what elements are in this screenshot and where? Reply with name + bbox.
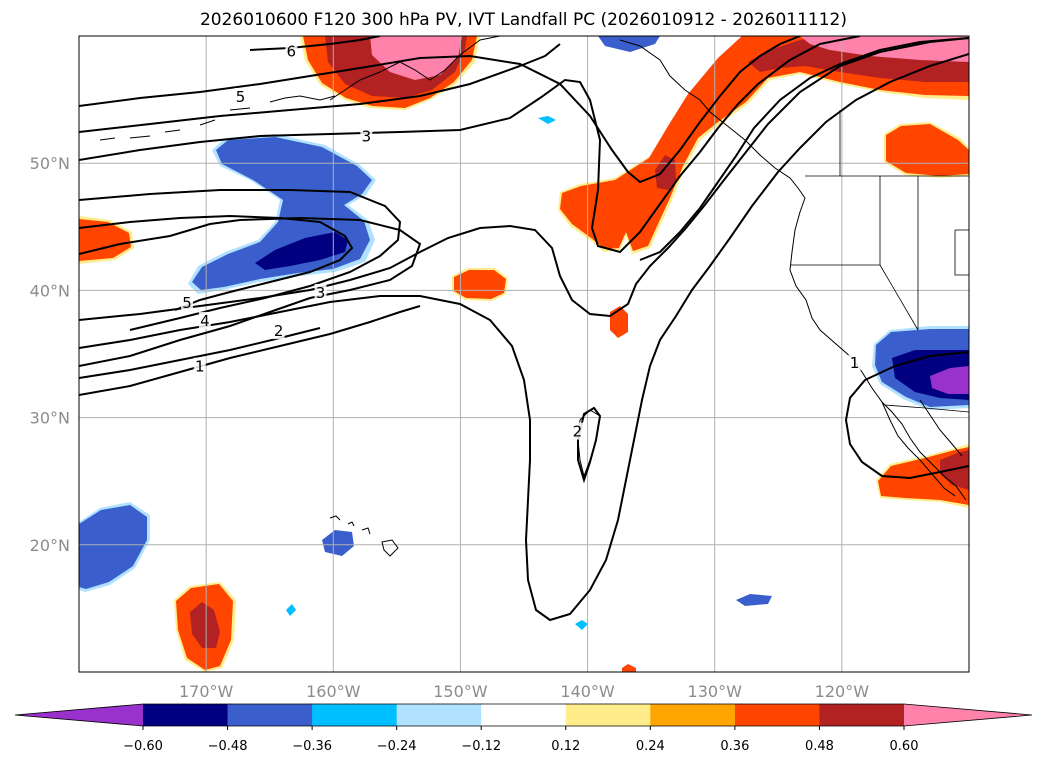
colorbar-segment-5	[565, 704, 651, 726]
coastline-baja	[881, 401, 956, 497]
pv-contour-2-south	[79, 53, 969, 622]
colorbar-segment-1	[227, 704, 313, 726]
pv-contour-2-island	[577, 406, 602, 484]
lon-label-2: 150°W	[433, 682, 488, 701]
contour-label-8: 2	[573, 423, 583, 441]
pc-shading	[79, 36, 969, 672]
pv-contour-1	[79, 305, 421, 396]
negative-anomaly-central-navy	[255, 232, 348, 270]
contour-label-1: 5	[236, 88, 246, 106]
border-state-lines	[790, 110, 969, 331]
colorbar-tick-labels: −0.60 −0.48 −0.36 −0.24 −0.12 0.12 0.24 0.36 0.4…	[123, 726, 918, 754]
positive-anomaly-band-red	[655, 155, 676, 190]
contour-label-bg-7	[193, 357, 206, 375]
colorbar-segment-6	[650, 704, 736, 726]
pv-contour-4	[79, 189, 402, 331]
colorbar-extend-low	[15, 704, 143, 726]
colorbar-level-6: 0.24	[636, 739, 665, 754]
pv-contour-2	[79, 37, 969, 321]
colorbar-level-4: −0.12	[461, 739, 501, 754]
pv-contour-5	[79, 214, 354, 311]
lat-label-1: 30°N	[30, 409, 70, 428]
contour-label-bg-9	[848, 353, 861, 371]
positive-anomaly-small-5	[622, 664, 636, 672]
latitude-tick-labels: 20°N 30°N 40°N 50°N	[30, 154, 70, 555]
contour-label-bg-1	[234, 88, 247, 106]
colorbar-level-0: −0.60	[123, 739, 163, 754]
negative-anomaly-small-1	[736, 594, 772, 606]
pv-contour-6	[249, 36, 381, 51]
contour-label-bg-3	[181, 294, 194, 312]
positive-anomaly-band-orange	[560, 36, 969, 251]
colorbar-segment-7	[734, 704, 820, 726]
coastline-aleutians	[99, 95, 336, 141]
contour-label-4: 4	[200, 312, 210, 330]
contour-label-bg-8	[571, 422, 584, 440]
negative-anomaly-top	[598, 36, 660, 52]
lon-label-5: 120°W	[815, 682, 870, 701]
colorbar-level-5: 0.12	[551, 739, 580, 754]
contour-label-bg-6	[272, 322, 285, 340]
coastline-bc	[619, 39, 806, 199]
lat-label-0: 20°N	[30, 536, 70, 555]
border-us-mexico	[884, 404, 969, 413]
figure-title: 2026010600 F120 300 hPa PV, IVT Landfall…	[199, 10, 847, 30]
lon-label-3: 140°W	[560, 682, 615, 701]
positive-anomaly-south-red	[190, 602, 220, 648]
lon-label-0: 170°W	[179, 682, 234, 701]
contour-label-6: 2	[274, 322, 284, 340]
colorbar-level-8: 0.48	[805, 739, 834, 754]
colorbar-level-9: 0.60	[890, 739, 919, 754]
colorbar-segment-4	[481, 704, 567, 726]
colorbar-level-1: −0.48	[208, 739, 248, 754]
contour-label-bg-4	[198, 311, 211, 329]
pv-contours	[79, 36, 969, 622]
contour-label-bg-0	[285, 42, 298, 60]
political-borders	[790, 110, 969, 413]
negative-anomaly-southwest-blue	[79, 505, 147, 589]
lat-label-3: 50°N	[30, 154, 70, 173]
negative-anomaly-small-3	[286, 604, 296, 616]
contour-label-2: 3	[362, 127, 372, 145]
colorbar-segment-0	[143, 704, 229, 726]
contour-label-5: 3	[316, 284, 326, 302]
colorbar-segment-3	[396, 704, 482, 726]
contour-label-9: 1	[850, 354, 860, 372]
negative-anomaly-small-4	[538, 116, 556, 124]
lon-label-4: 130°W	[688, 682, 743, 701]
pv-contour-4-north	[79, 43, 561, 133]
colorbar-segment-8	[819, 704, 905, 726]
contour-label-bg-2	[360, 127, 373, 145]
negative-anomaly-small-2	[575, 620, 588, 630]
colorbar-extend-high	[904, 704, 1032, 726]
coastline-gulf-california	[919, 399, 963, 457]
pv-contour-upper-east	[639, 37, 969, 261]
negative-anomaly-hawaii	[322, 530, 354, 556]
pv-contour-3-north	[79, 36, 861, 254]
lat-label-2: 40°N	[30, 281, 70, 300]
longitude-tick-labels: 170°W 160°W 150°W 140°W 130°W 120°W	[179, 682, 869, 701]
colorbar-level-2: −0.36	[292, 739, 332, 754]
colorbar-level-7: 0.36	[720, 739, 749, 754]
positive-anomaly-150w-orange	[454, 270, 506, 299]
colorbar-level-3: −0.24	[377, 739, 417, 754]
coastline-alaska	[329, 36, 501, 101]
colorbar	[14, 703, 1033, 727]
contour-label-7: 1	[195, 358, 205, 376]
contour-label-bg-5	[314, 283, 327, 301]
contour-label-3: 5	[182, 294, 192, 312]
map-frame	[78, 35, 970, 673]
pv-contour-1-east	[844, 351, 969, 480]
coastline-hawaii	[329, 515, 399, 557]
pv-contour-1-low	[79, 327, 321, 379]
lon-label-1: 160°W	[306, 682, 361, 701]
contour-label-0: 6	[287, 42, 297, 60]
colorbar-segment-2	[312, 704, 398, 726]
pv-contour-5-north	[79, 36, 801, 184]
negative-anomaly-california-purple	[930, 366, 969, 394]
